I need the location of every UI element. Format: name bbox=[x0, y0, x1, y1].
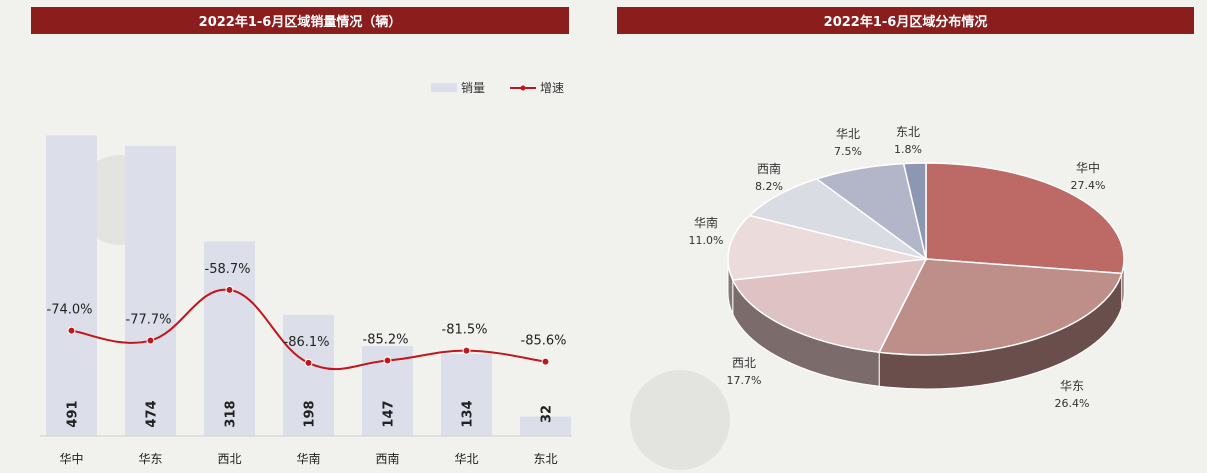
pie-label-name-6: 东北 bbox=[896, 125, 920, 139]
pie-label-value-1: 26.4% bbox=[1055, 397, 1090, 410]
pie-label-name-2: 西北 bbox=[732, 356, 756, 370]
x-tick-label-0: 华中 bbox=[59, 451, 83, 466]
growth-point-0 bbox=[67, 326, 76, 335]
growth-point-6 bbox=[541, 357, 550, 366]
legend-label-sales: 销量 bbox=[461, 81, 485, 95]
x-tick-label-4: 西南 bbox=[375, 451, 399, 466]
x-tick-label-6: 东北 bbox=[533, 452, 557, 466]
pie-label-value-2: 17.7% bbox=[727, 374, 762, 387]
x-tick-label-3: 华南 bbox=[296, 451, 320, 466]
pie-slice-4 bbox=[748, 178, 927, 260]
growth-point-1 bbox=[146, 336, 155, 345]
legend-label-growth: 增速 bbox=[540, 81, 564, 95]
x-tick-label-2: 西北 bbox=[217, 452, 241, 466]
bar-6 bbox=[520, 416, 571, 436]
bar-0 bbox=[46, 135, 97, 436]
pie-slice-1 bbox=[878, 258, 1123, 356]
pie-label-name-1: 华东 bbox=[1060, 379, 1084, 393]
pie-label-value-3: 11.0% bbox=[689, 234, 724, 247]
bar-value-label-4: 147 bbox=[382, 400, 397, 427]
bar-value-label-1: 474 bbox=[145, 400, 160, 427]
growth-point-5 bbox=[462, 346, 471, 355]
bar-3 bbox=[283, 314, 334, 436]
bar-value-label-3: 198 bbox=[303, 400, 318, 427]
bar-chart-title: 2022年1-6月区域销量情况（辆） bbox=[31, 7, 569, 34]
growth-point-4 bbox=[383, 356, 392, 365]
pie-label-value-6: 1.8% bbox=[894, 143, 922, 156]
growth-label-5: -81.5% bbox=[442, 323, 488, 338]
bar-5 bbox=[441, 353, 492, 436]
pie-slice-3 bbox=[727, 214, 927, 281]
growth-label-1: -77.7% bbox=[126, 313, 172, 328]
growth-label-4: -85.2% bbox=[363, 333, 409, 348]
pie-label-name-4: 西南 bbox=[757, 161, 781, 176]
growth-label-6: -85.6% bbox=[521, 334, 567, 349]
pie-slice-6 bbox=[902, 162, 927, 260]
bar-chart: 销量 增速 491 华中 474 华东 318 西北 198 华南 147 西南 134 华北 32 东北 -7… bbox=[40, 81, 572, 466]
growth-label-3: -86.1% bbox=[284, 335, 330, 350]
legend-marker-growth bbox=[520, 85, 526, 91]
growth-point-3 bbox=[304, 358, 313, 367]
x-tick-label-1: 华东 bbox=[138, 452, 162, 466]
pie-slice-2 bbox=[731, 258, 928, 354]
growth-point-2 bbox=[225, 285, 234, 294]
pie-label-value-0: 27.4% bbox=[1071, 179, 1106, 192]
bar-2 bbox=[204, 241, 255, 436]
growth-label-2: -58.7% bbox=[205, 262, 251, 277]
legend-swatch-sales bbox=[431, 83, 457, 92]
bar-value-label-6: 32 bbox=[540, 405, 555, 423]
pie-chart: 华中 27.4% 华东 26.4% 西北 17.7% 华南 11.0% 西南 8.2% 华北 7.5%… bbox=[689, 125, 1125, 410]
pie-label-value-4: 8.2% bbox=[755, 180, 783, 193]
pie-chart-title: 2022年1-6月区域分布情况 bbox=[617, 7, 1194, 34]
pie-label-name-5: 华北 bbox=[836, 127, 860, 141]
pie-label-name-0: 华中 bbox=[1076, 160, 1100, 175]
pie-label-name-3: 华南 bbox=[694, 215, 718, 230]
growth-label-0: -74.0% bbox=[47, 303, 93, 318]
bar-value-label-0: 491 bbox=[66, 400, 81, 427]
x-tick-label-5: 华北 bbox=[454, 452, 478, 466]
bar-value-label-5: 134 bbox=[461, 400, 476, 427]
bar-1 bbox=[125, 145, 176, 437]
pie-slice-0 bbox=[925, 162, 1125, 275]
pie-label-value-5: 7.5% bbox=[834, 145, 862, 158]
bar-value-label-2: 318 bbox=[224, 400, 239, 427]
